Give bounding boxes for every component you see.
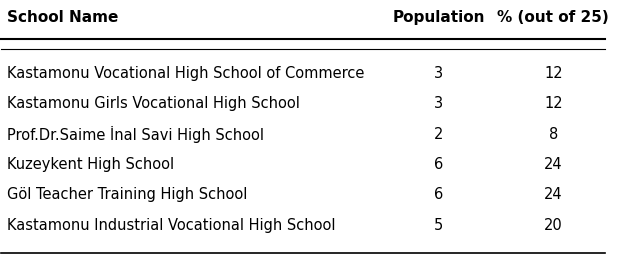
Text: 3: 3 [434, 96, 443, 111]
Text: 24: 24 [544, 157, 563, 172]
Text: 8: 8 [549, 127, 558, 142]
Text: 24: 24 [544, 187, 563, 202]
Text: 2: 2 [434, 127, 443, 142]
Text: 5: 5 [434, 218, 443, 233]
Text: Prof.Dr.Saime İnal Savi High School: Prof.Dr.Saime İnal Savi High School [7, 126, 265, 143]
Text: Kastamonu Girls Vocational High School: Kastamonu Girls Vocational High School [7, 96, 301, 111]
Text: 12: 12 [544, 96, 563, 111]
Text: 20: 20 [544, 218, 563, 233]
Text: Population: Population [392, 10, 485, 24]
Text: Göl Teacher Training High School: Göl Teacher Training High School [7, 187, 248, 202]
Text: 6: 6 [434, 157, 443, 172]
Text: 12: 12 [544, 66, 563, 81]
Text: 6: 6 [434, 187, 443, 202]
Text: Kastamonu Industrial Vocational High School: Kastamonu Industrial Vocational High Sch… [7, 218, 336, 233]
Text: Kuzeykent High School: Kuzeykent High School [7, 157, 175, 172]
Text: 3: 3 [434, 66, 443, 81]
Text: Kastamonu Vocational High School of Commerce: Kastamonu Vocational High School of Comm… [7, 66, 365, 81]
Text: School Name: School Name [7, 10, 119, 24]
Text: % (out of 25): % (out of 25) [497, 10, 609, 24]
